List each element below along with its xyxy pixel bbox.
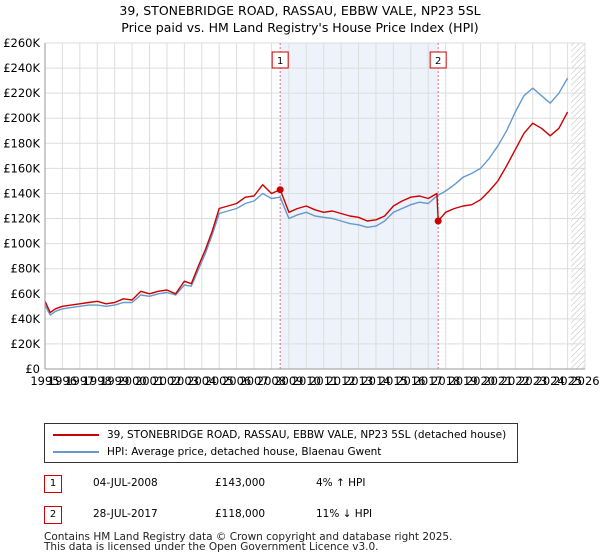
x-tick-label: 2010 [292, 374, 321, 388]
x-tick-label: 2013 [344, 374, 373, 388]
y-tick-label: £260K [3, 36, 40, 50]
transaction-price: £118,000 [215, 508, 266, 520]
legend: 39, STONEBRIDGE ROAD, RASSAU, EBBW VALE,… [44, 423, 518, 463]
series-line-property [44, 111, 569, 314]
x-tick-label: 1996 [48, 374, 77, 388]
transaction-badge: 2 [44, 506, 62, 524]
y-tick-label: £20K [11, 337, 41, 351]
x-tick-label: 2016 [396, 374, 425, 388]
x-tick-label: 1998 [83, 374, 112, 388]
y-tick-label: £40K [11, 312, 41, 326]
transaction-price: £143,000 [215, 477, 266, 489]
x-tick-label: 2026 [570, 374, 599, 388]
chart-title: 39, STONEBRIDGE ROAD, RASSAU, EBBW VALE,… [119, 3, 481, 18]
x-tick-label: 2023 [518, 374, 547, 388]
x-tick-label: 2024 [536, 374, 565, 388]
sale-point [434, 217, 442, 225]
transaction-hpi: 11% ↓ HPI [316, 508, 373, 520]
sale-point [276, 186, 284, 194]
x-tick-label: 2015 [379, 374, 408, 388]
y-tick-label: £100K [3, 237, 40, 251]
x-tick-label: 2008 [257, 374, 286, 388]
marker-box-frame [271, 51, 289, 69]
transaction-date: 28-JUL-2017 [93, 508, 158, 520]
y-tick-label: £60K [11, 287, 41, 301]
x-tick-label: 2009 [274, 374, 303, 388]
marker-box-label: 1 [277, 56, 283, 67]
x-tick-label: 1995 [30, 374, 59, 388]
footer-line-2: This data is licensed under the Open Gov… [44, 541, 379, 553]
legend-swatch-property [53, 434, 99, 436]
x-tick-label: 2003 [170, 374, 199, 388]
legend-label-property: 39, STONEBRIDGE ROAD, RASSAU, EBBW VALE,… [107, 429, 507, 441]
legend-swatch-hpi [53, 451, 99, 453]
legend-item-property: 39, STONEBRIDGE ROAD, RASSAU, EBBW VALE,… [45, 427, 506, 443]
x-tick-label: 2000 [117, 374, 146, 388]
legend-label-hpi: HPI: Average price, detached house, Blae… [107, 446, 382, 458]
x-tick-label: 2019 [448, 374, 477, 388]
price-chart: 1 2 £0 £20K £40K £60K £80K £100K £120K £140K £160K… [3, 36, 599, 388]
marker-box: 2 [429, 51, 447, 69]
footer-line-1: Contains HM Land Registry data © Crown c… [44, 531, 453, 543]
x-tick-label: 1997 [65, 374, 94, 388]
y-tick-label: £140K [3, 186, 40, 200]
legend-item-hpi: HPI: Average price, detached house, Blae… [45, 444, 381, 460]
x-tick-label: 2012 [326, 374, 355, 388]
x-tick-label: 2018 [431, 374, 460, 388]
transaction-hpi: 4% ↑ HPI [316, 477, 366, 489]
marker-box-frame [429, 51, 447, 69]
y-tick-label: £160K [3, 161, 40, 175]
x-tick-label: 2025 [553, 374, 582, 388]
x-tick-label: 2021 [483, 374, 512, 388]
chart-subtitle: Price paid vs. HM Land Registry's House … [121, 20, 479, 35]
y-tick-label: £220K [3, 86, 40, 100]
series-line-hpi [44, 77, 569, 316]
x-tick-label: 2005 [205, 374, 234, 388]
x-tick-label: 2014 [361, 374, 390, 388]
y-tick-label: £200K [3, 111, 40, 125]
x-tick-label: 2022 [501, 374, 530, 388]
marker-box: 1 [271, 51, 289, 69]
y-tick-label: £120K [3, 212, 40, 226]
x-tick-label: 2001 [135, 374, 164, 388]
x-tick-label: 2006 [222, 374, 251, 388]
transaction-row: 2 28-JUL-2017 £118,000 11% ↓ HPI [0, 506, 600, 526]
marker-box-label: 2 [435, 56, 441, 67]
x-tick-label: 1999 [100, 374, 129, 388]
x-tick-label: 2020 [466, 374, 495, 388]
y-tick-label: £80K [11, 262, 41, 276]
transaction-badge: 1 [44, 475, 62, 493]
footer: Contains HM Land Registry data © Crown c… [44, 531, 453, 553]
x-tick-label: 2002 [152, 374, 181, 388]
x-tick-label: 2007 [239, 374, 268, 388]
x-tick-label: 2017 [414, 374, 443, 388]
transaction-row: 1 04-JUL-2008 £143,000 4% ↑ HPI [0, 475, 600, 495]
x-tick-label: 2011 [309, 374, 338, 388]
projection-hatch [571, 43, 585, 369]
y-tick-label: £0 [25, 362, 40, 376]
transaction-date: 04-JUL-2008 [93, 477, 158, 489]
y-tick-label: £180K [3, 136, 40, 150]
y-tick-label: £240K [3, 61, 40, 75]
x-tick-label: 2004 [187, 374, 216, 388]
